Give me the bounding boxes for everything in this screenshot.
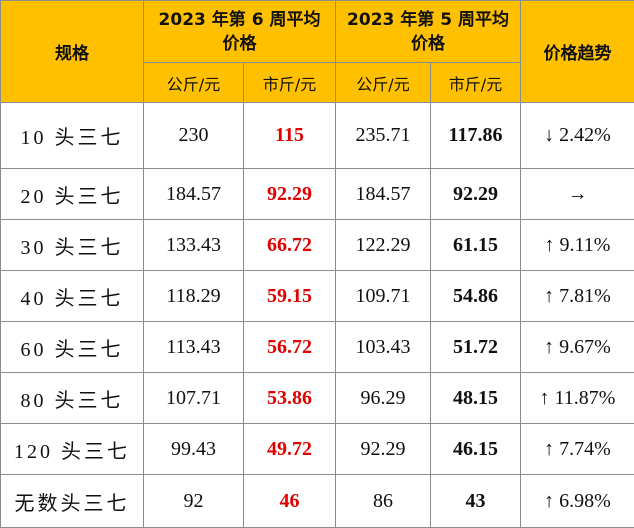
spec-cell: 30 头三七 (1, 220, 144, 271)
price-cell: 92.29 (431, 169, 521, 220)
price-cell: 54.86 (431, 271, 521, 322)
price-cell: 230 (144, 103, 244, 169)
spec-cell: 无数头三七 (1, 475, 144, 528)
trend-cell: ↑ 9.11% (521, 220, 634, 271)
unit-header: 市斤/元 (431, 63, 521, 103)
trend-cell: ↑ 11.87% (521, 373, 634, 424)
price-cell: 46.15 (431, 424, 521, 475)
spec-header: 规格 (1, 1, 144, 103)
header-line: 2023 年第 6 周平均 (144, 8, 335, 32)
price-cell: 184.57 (144, 169, 244, 220)
price-cell: 92 (144, 475, 244, 528)
trend-cell: → (521, 169, 634, 220)
spec-cell: 60 头三七 (1, 322, 144, 373)
price-cell: 61.15 (431, 220, 521, 271)
spec-cell: 10 头三七 (1, 103, 144, 169)
unit-header: 公斤/元 (144, 63, 244, 103)
price-cell: 115 (244, 103, 336, 169)
trend-cell: ↑ 6.98% (521, 475, 634, 528)
price-cell: 133.43 (144, 220, 244, 271)
spec-cell: 20 头三七 (1, 169, 144, 220)
price-cell: 184.57 (336, 169, 431, 220)
trend-cell: ↑ 7.74% (521, 424, 634, 475)
spec-cell: 80 头三七 (1, 373, 144, 424)
price-cell: 122.29 (336, 220, 431, 271)
price-cell: 117.86 (431, 103, 521, 169)
week5-header: 2023 年第 5 周平均价格 (336, 1, 521, 63)
spec-cell: 120 头三七 (1, 424, 144, 475)
price-cell: 66.72 (244, 220, 336, 271)
price-cell: 103.43 (336, 322, 431, 373)
trend-cell: ↑ 7.81% (521, 271, 634, 322)
spec-cell: 40 头三七 (1, 271, 144, 322)
week6-header: 2023 年第 6 周平均价格 (144, 1, 336, 63)
header-line: 价格 (336, 32, 520, 56)
price-cell: 113.43 (144, 322, 244, 373)
price-cell: 107.71 (144, 373, 244, 424)
price-cell: 59.15 (244, 271, 336, 322)
price-cell: 49.72 (244, 424, 336, 475)
trend-cell: ↑ 9.67% (521, 322, 634, 373)
header-line: 价格 (144, 32, 335, 56)
price-cell: 51.72 (431, 322, 521, 373)
unit-header: 公斤/元 (336, 63, 431, 103)
price-cell: 56.72 (244, 322, 336, 373)
unit-header: 市斤/元 (244, 63, 336, 103)
price-cell: 99.43 (144, 424, 244, 475)
header-line: 2023 年第 5 周平均 (336, 8, 520, 32)
price-cell: 46 (244, 475, 336, 528)
trend-header: 价格趋势 (521, 1, 634, 103)
price-cell: 96.29 (336, 373, 431, 424)
trend-cell: ↓ 2.42% (521, 103, 634, 169)
price-cell: 86 (336, 475, 431, 528)
price-cell: 118.29 (144, 271, 244, 322)
price-cell: 109.71 (336, 271, 431, 322)
price-cell: 235.71 (336, 103, 431, 169)
price-cell: 48.15 (431, 373, 521, 424)
price-cell: 43 (431, 475, 521, 528)
price-cell: 53.86 (244, 373, 336, 424)
price-cell: 92.29 (336, 424, 431, 475)
price-cell: 92.29 (244, 169, 336, 220)
